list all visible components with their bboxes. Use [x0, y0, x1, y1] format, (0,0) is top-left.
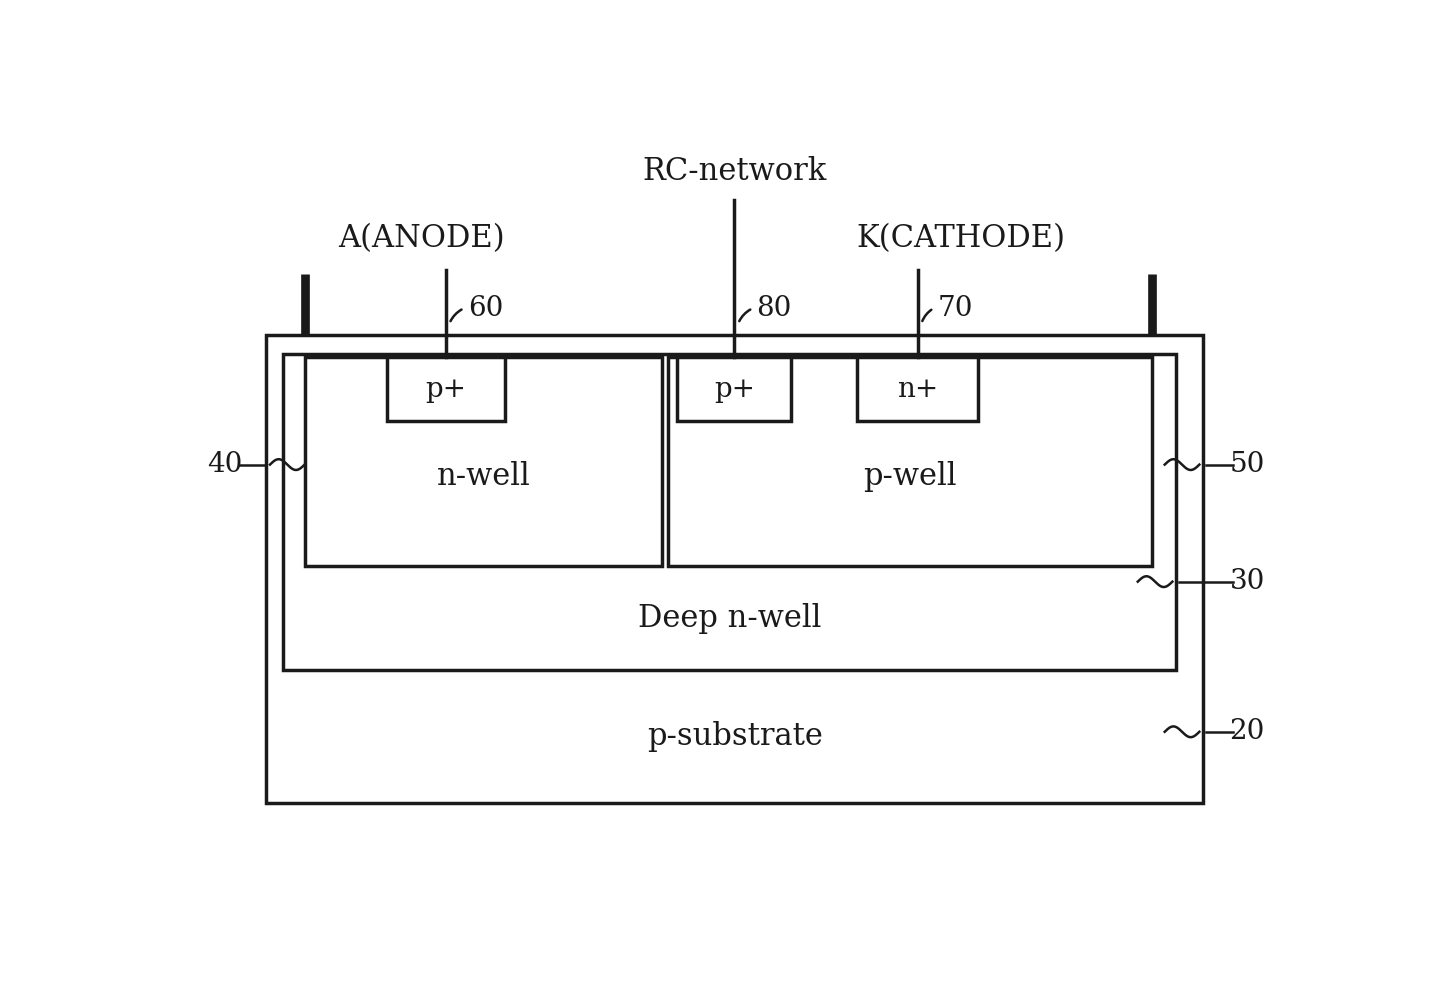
Text: p-substrate: p-substrate	[647, 721, 822, 752]
Text: 80: 80	[756, 295, 792, 322]
Text: RC-network: RC-network	[641, 157, 827, 187]
Text: 70: 70	[937, 295, 973, 322]
Text: 40: 40	[208, 451, 243, 479]
Text: p+: p+	[713, 376, 755, 403]
Bar	[304, 357, 662, 566]
Text: 50: 50	[1230, 451, 1264, 479]
Text: A(ANODE): A(ANODE)	[339, 223, 505, 254]
Text: 60: 60	[468, 295, 504, 322]
Bar	[265, 335, 1203, 803]
Text: K(CATHODE): K(CATHODE)	[857, 223, 1065, 254]
Text: p-well: p-well	[862, 462, 957, 493]
Text: 30: 30	[1230, 568, 1264, 595]
Text: n+: n+	[897, 376, 938, 403]
Text: 20: 20	[1230, 718, 1264, 746]
Bar	[677, 357, 791, 422]
Text: Deep n-well: Deep n-well	[639, 603, 821, 634]
Bar	[858, 357, 977, 422]
Bar	[283, 355, 1177, 670]
Bar	[669, 357, 1152, 566]
Text: p+: p+	[425, 376, 466, 403]
Bar	[387, 357, 505, 422]
Text: n-well: n-well	[436, 462, 530, 493]
